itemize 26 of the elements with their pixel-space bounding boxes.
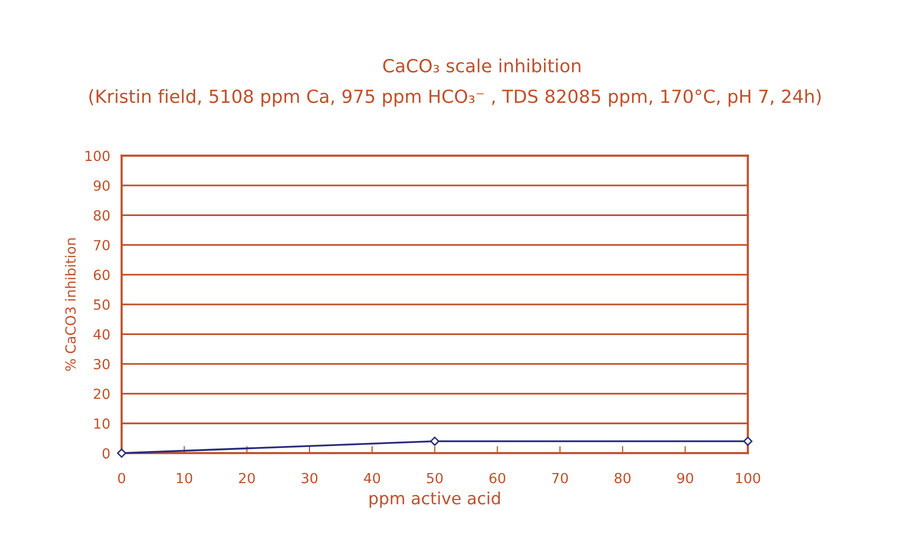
y-axis-title: % CaCO3 inhibition: [65, 238, 76, 371]
y-tick-label: 80: [94, 210, 110, 221]
y-tick-label: 10: [94, 418, 110, 429]
y-tick-label: 70: [94, 240, 110, 250]
x-tick-label: 80: [614, 472, 631, 484]
y-tick-label: 90: [94, 180, 110, 191]
x-tick-label: 20: [239, 472, 255, 484]
x-tick-label: 30: [302, 472, 318, 484]
chart-subtitle: (Kristin field, 5108 ppm Ca, 975 ppm HCO₃⁻ , TDS 82085 ppm, 170°C, pH 7, 24h): [89, 89, 821, 107]
x-tick-label: 70: [552, 472, 568, 484]
x-tick-label: 0: [118, 472, 126, 484]
x-tick-label: 40: [364, 472, 380, 484]
y-tick-label: 40: [94, 329, 110, 340]
y-tick-label: 50: [94, 299, 110, 310]
x-tick-label: 60: [489, 472, 506, 484]
y-tick-label: 0: [102, 448, 110, 459]
y-tick-label: 30: [94, 358, 110, 370]
x-tick-label: 10: [176, 472, 192, 484]
x-axis-title: ppm active acid: [370, 492, 500, 508]
y-tick-label: 20: [94, 388, 110, 400]
chart-title: CaCO₃ scale inhibition: [383, 58, 580, 73]
y-tick-label: 60: [94, 270, 110, 280]
x-tick-label: 90: [677, 472, 694, 484]
x-tick-label: 50: [426, 472, 443, 484]
x-tick-label: 100: [736, 472, 760, 484]
y-tick-label: 100: [86, 150, 110, 162]
